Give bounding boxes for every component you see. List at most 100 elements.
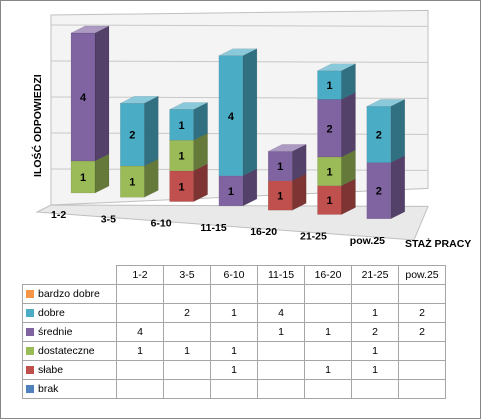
bar-segment: 1 bbox=[70, 153, 110, 194]
table-cell bbox=[163, 284, 211, 304]
x-tick-label: 6-10 bbox=[151, 218, 172, 230]
legend-swatch bbox=[26, 309, 34, 317]
bar-segment: 2 bbox=[120, 95, 159, 167]
table-cell bbox=[210, 322, 258, 342]
stacked-bar-chart-3d: 1 4 1 2 1 1 1 1 4 1 1 1 1 2 1 2 2 1-2 3-5 6-10 11-15 16-20 21-… bbox=[31, 9, 471, 250]
bar-segment: 4 bbox=[70, 25, 110, 162]
table-cell: 1 bbox=[304, 360, 352, 380]
table-cell: 2 bbox=[163, 303, 211, 323]
bar-top bbox=[268, 144, 307, 152]
bar-top bbox=[120, 96, 159, 104]
bar-segment: 1 bbox=[317, 63, 356, 100]
data-label: 1 bbox=[228, 186, 234, 198]
table-cell: 1 bbox=[210, 360, 258, 380]
table-cell bbox=[116, 303, 164, 323]
table-cell: 1 bbox=[257, 322, 305, 342]
data-label: 1 bbox=[277, 191, 283, 203]
table-cell bbox=[163, 379, 211, 399]
table-cell: 2 bbox=[398, 303, 446, 323]
data-label: 1 bbox=[277, 161, 283, 173]
table-row: słabe 1 1 1 bbox=[22, 360, 446, 380]
table-row: średnie 4 1 1 2 2 bbox=[22, 322, 446, 342]
legend-swatch bbox=[26, 385, 34, 393]
table-row: dobre 2 1 4 1 2 bbox=[22, 303, 446, 323]
table-column-header: 6-10 bbox=[210, 265, 258, 285]
legend-swatch bbox=[26, 328, 34, 336]
table-column-header: 3-5 bbox=[163, 265, 211, 285]
x-tick-label: 11-15 bbox=[200, 222, 226, 234]
table-cell bbox=[398, 379, 446, 399]
data-label: 1 bbox=[179, 151, 185, 163]
table-row-header: średnie bbox=[22, 322, 117, 342]
data-label: 1 bbox=[326, 80, 332, 92]
table-cell: 1 bbox=[116, 341, 164, 361]
table-cell bbox=[163, 322, 211, 342]
data-label: 4 bbox=[80, 92, 87, 104]
data-label: 2 bbox=[376, 130, 382, 142]
bar-segment: 1 bbox=[120, 158, 159, 198]
x-tick-labels: 1-2 3-5 6-10 11-15 16-20 21-25 pow.25 bbox=[51, 209, 385, 247]
data-label: 1 bbox=[129, 177, 135, 189]
table-cell bbox=[257, 341, 305, 361]
table-cell bbox=[257, 284, 305, 304]
legend-swatch bbox=[26, 347, 34, 355]
table-cell bbox=[351, 379, 399, 399]
table-cell: 1 bbox=[163, 341, 211, 361]
bar-segment: 1 bbox=[317, 149, 356, 187]
table-cell bbox=[398, 284, 446, 304]
table-corner bbox=[22, 265, 117, 285]
table-cell: 2 bbox=[398, 322, 446, 342]
table-cell bbox=[116, 360, 164, 380]
bar-segment: 2 bbox=[317, 92, 356, 158]
table-column-header: 16-20 bbox=[304, 265, 352, 285]
data-table: 1-2 3-5 6-10 11-15 16-20 21-25 pow.25 bardzo do… bbox=[22, 265, 446, 399]
table-cell: 1 bbox=[210, 341, 258, 361]
x-tick-label: pow.25 bbox=[350, 235, 385, 247]
table-cell bbox=[304, 284, 352, 304]
table-cell bbox=[257, 360, 305, 380]
bar-segment: 2 bbox=[366, 155, 406, 220]
table-cell bbox=[398, 360, 446, 380]
legend-swatch bbox=[26, 366, 34, 374]
bar-segment: 1 bbox=[267, 143, 307, 182]
x-tick-label: 16-20 bbox=[250, 226, 277, 238]
table-cell bbox=[304, 379, 352, 399]
table-cell bbox=[163, 360, 211, 380]
bar-segment: 1 bbox=[169, 163, 208, 203]
x-axis-title: STAŻ PRACY bbox=[405, 237, 471, 250]
bar-segment: 4 bbox=[218, 48, 258, 177]
table-cell bbox=[116, 284, 164, 304]
table-cell: 1 bbox=[304, 322, 352, 342]
data-label: 2 bbox=[376, 186, 382, 198]
table-cell bbox=[257, 379, 305, 399]
table-cell: 1 bbox=[351, 341, 399, 361]
bars: 1 4 1 2 1 1 1 1 4 1 1 1 1 2 1 2 2 bbox=[70, 25, 406, 220]
table-row-header: słabe bbox=[22, 360, 117, 380]
table-cell bbox=[304, 303, 352, 323]
x-tick-label: 1-2 bbox=[51, 209, 66, 221]
bar-top bbox=[366, 99, 405, 107]
data-label: 4 bbox=[228, 111, 235, 123]
table-column-header: 11-15 bbox=[257, 265, 305, 285]
table-row-header: dobre bbox=[22, 303, 117, 323]
table-cell: 1 bbox=[351, 303, 399, 323]
table-cell: 1 bbox=[351, 360, 399, 380]
table-row: bardzo dobre bbox=[22, 284, 446, 304]
table-column-header: pow.25 bbox=[398, 265, 446, 285]
table-cell bbox=[210, 284, 258, 304]
data-label: 2 bbox=[129, 130, 135, 142]
bar-segment: 1 bbox=[317, 178, 356, 215]
table-row: dostateczne 1 1 1 1 bbox=[22, 341, 446, 361]
bar-top bbox=[169, 102, 208, 110]
table-cell: 4 bbox=[257, 303, 305, 323]
bar-top bbox=[317, 63, 356, 72]
x-tick-label: 3-5 bbox=[101, 213, 116, 225]
table-column-header: 1-2 bbox=[116, 265, 164, 285]
data-label: 1 bbox=[80, 172, 86, 184]
table-row-header: bardzo dobre bbox=[22, 284, 117, 304]
data-label: 1 bbox=[326, 166, 332, 178]
table-row: brak bbox=[22, 379, 446, 399]
table-cell bbox=[304, 341, 352, 361]
x-tick-label: 21-25 bbox=[300, 231, 327, 243]
table-cell bbox=[398, 341, 446, 361]
